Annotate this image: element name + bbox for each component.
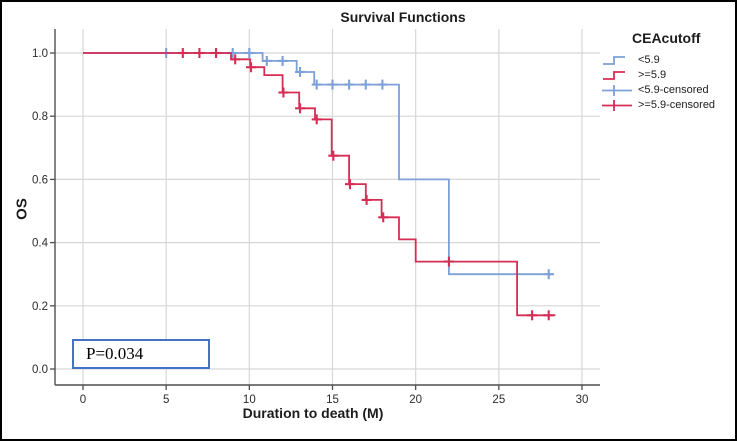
censor-plus-icon bbox=[602, 84, 632, 96]
censor-plus-icon bbox=[602, 99, 632, 111]
km-curve-ge59 bbox=[83, 52, 556, 317]
legend-title: CEAcutoff bbox=[632, 30, 701, 46]
legend-item: <5.9-censored bbox=[602, 83, 735, 97]
x-tick-label: 0 bbox=[80, 394, 86, 406]
y-tick-label: 0.8 bbox=[32, 111, 48, 123]
p-value-text: P=0.034 bbox=[86, 344, 144, 363]
legend-item: >=5.9-censored bbox=[602, 98, 735, 112]
y-axis-title: OS bbox=[13, 198, 31, 220]
y-tick-label: 0.2 bbox=[32, 301, 48, 313]
p-value-box: P=0.034 bbox=[72, 339, 210, 369]
legend-item-label: <5.9-censored bbox=[638, 84, 709, 96]
y-tick-label: 1.0 bbox=[32, 48, 48, 60]
x-tick-label: 10 bbox=[243, 394, 256, 406]
chart-title: Survival Functions bbox=[340, 9, 466, 25]
km-step-icon bbox=[603, 55, 625, 65]
x-tick-label: 30 bbox=[576, 394, 589, 406]
y-tick-label: 0.6 bbox=[32, 174, 48, 186]
x-tick-label: 25 bbox=[492, 394, 505, 406]
legend-item: <5.9 bbox=[602, 53, 735, 67]
x-tick-label: 5 bbox=[163, 394, 169, 406]
km-curve-lt59 bbox=[83, 52, 554, 276]
legend-item-label: <5.9 bbox=[638, 54, 660, 66]
y-tick-label: 0.4 bbox=[32, 238, 49, 250]
legend-item-label: >=5.9-censored bbox=[638, 99, 716, 111]
km-step-icon bbox=[603, 70, 625, 80]
legend-item-label: >=5.9 bbox=[638, 69, 667, 81]
legend: CEAcutoff <5.9 >=5.9 <5.9-censored bbox=[602, 30, 735, 113]
y-tick-label: 0.0 bbox=[32, 364, 48, 376]
x-tick-label: 15 bbox=[326, 394, 339, 406]
legend-item: >=5.9 bbox=[602, 68, 735, 82]
x-axis-title: Duration to death (M) bbox=[242, 405, 384, 421]
x-tick-label: 20 bbox=[409, 394, 422, 406]
